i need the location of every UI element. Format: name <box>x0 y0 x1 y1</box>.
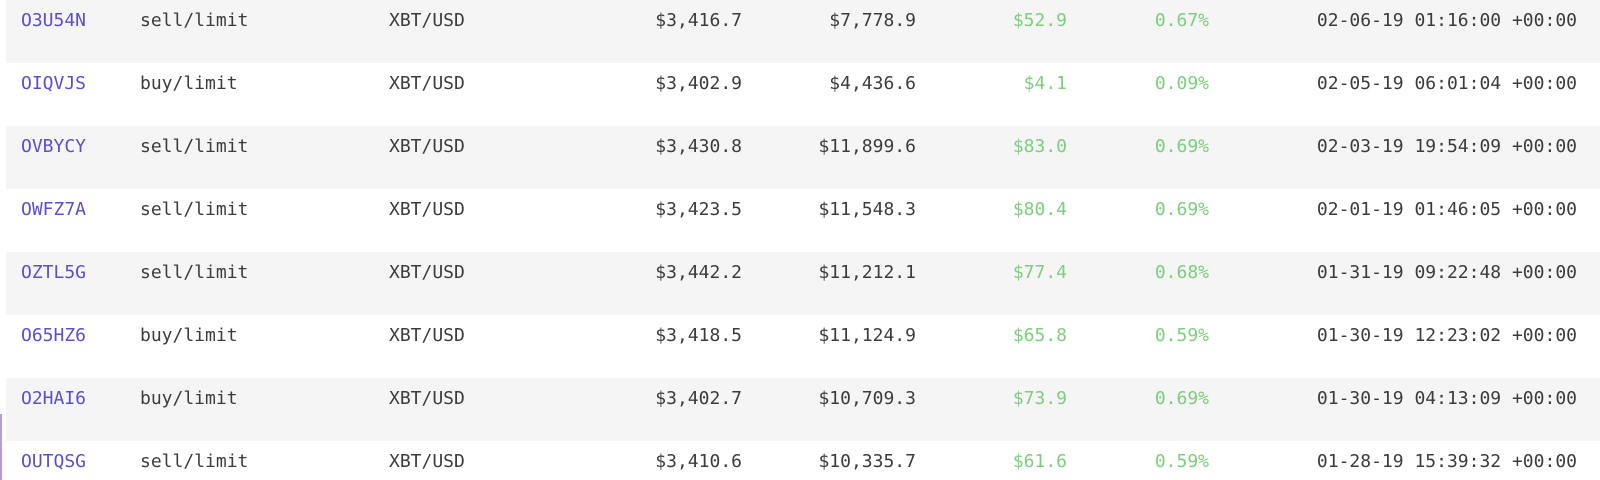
order-id-link[interactable]: OIQVJS <box>21 73 87 94</box>
trading-pair: XBT/USD <box>389 451 465 472</box>
fee-percent: 0.69% <box>1154 388 1209 409</box>
order-type: buy/limit <box>140 388 238 409</box>
order-type: sell/limit <box>140 451 249 472</box>
timestamp: 02-06-19 01:16:00 +00:00 <box>1316 10 1577 31</box>
fee: $73.9 <box>1012 388 1067 409</box>
fee: $52.9 <box>1012 10 1067 31</box>
trading-pair: XBT/USD <box>389 136 465 157</box>
table-row[interactable]: O2HAI6 buy/limit XBT/USD $3,402.7 $10,70… <box>6 378 1600 441</box>
fee: $77.4 <box>1012 262 1067 283</box>
table-row[interactable]: OUTQSG sell/limit XBT/USD $3,410.6 $10,3… <box>6 441 1600 480</box>
table-row[interactable]: O65HZ6 buy/limit XBT/USD $3,418.5 $11,12… <box>6 315 1600 378</box>
cost: $4,436.6 <box>829 73 916 94</box>
fee: $65.8 <box>1012 325 1067 346</box>
order-id-link[interactable]: OWFZ7A <box>21 199 87 220</box>
fee-percent: 0.59% <box>1154 451 1209 472</box>
trading-pair: XBT/USD <box>389 10 465 31</box>
table-row[interactable]: O3U54N sell/limit XBT/USD $3,416.7 $7,77… <box>6 0 1600 63</box>
order-type: sell/limit <box>140 262 249 283</box>
fee-percent: 0.59% <box>1154 325 1209 346</box>
price: $3,402.9 <box>655 73 742 94</box>
fee-percent: 0.69% <box>1154 199 1209 220</box>
order-id-link[interactable]: O65HZ6 <box>21 325 87 346</box>
timestamp: 02-03-19 19:54:09 +00:00 <box>1316 136 1577 157</box>
cost: $11,212.1 <box>818 262 916 283</box>
cost: $11,124.9 <box>818 325 916 346</box>
price: $3,402.7 <box>655 388 742 409</box>
timestamp: 01-28-19 15:39:32 +00:00 <box>1316 451 1577 472</box>
fee-percent: 0.67% <box>1154 10 1209 31</box>
left-accent-line <box>0 414 2 480</box>
order-id-link[interactable]: OUTQSG <box>21 451 87 472</box>
order-type: sell/limit <box>140 10 249 31</box>
trading-pair: XBT/USD <box>389 73 465 94</box>
cost: $10,335.7 <box>818 451 916 472</box>
table-row[interactable]: OIQVJS buy/limit XBT/USD $3,402.9 $4,436… <box>6 63 1600 126</box>
trading-pair: XBT/USD <box>389 262 465 283</box>
price: $3,410.6 <box>655 451 742 472</box>
fee: $80.4 <box>1012 199 1067 220</box>
timestamp: 01-30-19 12:23:02 +00:00 <box>1316 325 1577 346</box>
fee-percent: 0.09% <box>1154 73 1209 94</box>
cost: $10,709.3 <box>818 388 916 409</box>
cost: $7,778.9 <box>829 10 916 31</box>
timestamp: 02-05-19 06:01:04 +00:00 <box>1316 73 1577 94</box>
fee-percent: 0.69% <box>1154 136 1209 157</box>
order-id-link[interactable]: OZTL5G <box>21 262 87 283</box>
timestamp: 01-30-19 04:13:09 +00:00 <box>1316 388 1577 409</box>
table-row[interactable]: OZTL5G sell/limit XBT/USD $3,442.2 $11,2… <box>6 252 1600 315</box>
price: $3,418.5 <box>655 325 742 346</box>
fee: $61.6 <box>1012 451 1067 472</box>
order-type: buy/limit <box>140 325 238 346</box>
price: $3,430.8 <box>655 136 742 157</box>
price: $3,416.7 <box>655 10 742 31</box>
order-id-link[interactable]: O3U54N <box>21 10 87 31</box>
price: $3,423.5 <box>655 199 742 220</box>
price: $3,442.2 <box>655 262 742 283</box>
cost: $11,899.6 <box>818 136 916 157</box>
cost: $11,548.3 <box>818 199 916 220</box>
trading-pair: XBT/USD <box>389 325 465 346</box>
order-type: sell/limit <box>140 136 249 157</box>
order-type: sell/limit <box>140 199 249 220</box>
fee: $83.0 <box>1012 136 1067 157</box>
order-id-link[interactable]: OVBYCY <box>21 136 87 157</box>
timestamp: 02-01-19 01:46:05 +00:00 <box>1316 199 1577 220</box>
fee-percent: 0.68% <box>1154 262 1209 283</box>
fee: $4.1 <box>1023 73 1067 94</box>
timestamp: 01-31-19 09:22:48 +00:00 <box>1316 262 1577 283</box>
order-id-link[interactable]: O2HAI6 <box>21 388 87 409</box>
trading-pair: XBT/USD <box>389 388 465 409</box>
order-type: buy/limit <box>140 73 238 94</box>
trading-pair: XBT/USD <box>389 199 465 220</box>
table-row[interactable]: OVBYCY sell/limit XBT/USD $3,430.8 $11,8… <box>6 126 1600 189</box>
table-row[interactable]: OWFZ7A sell/limit XBT/USD $3,423.5 $11,5… <box>6 189 1600 252</box>
